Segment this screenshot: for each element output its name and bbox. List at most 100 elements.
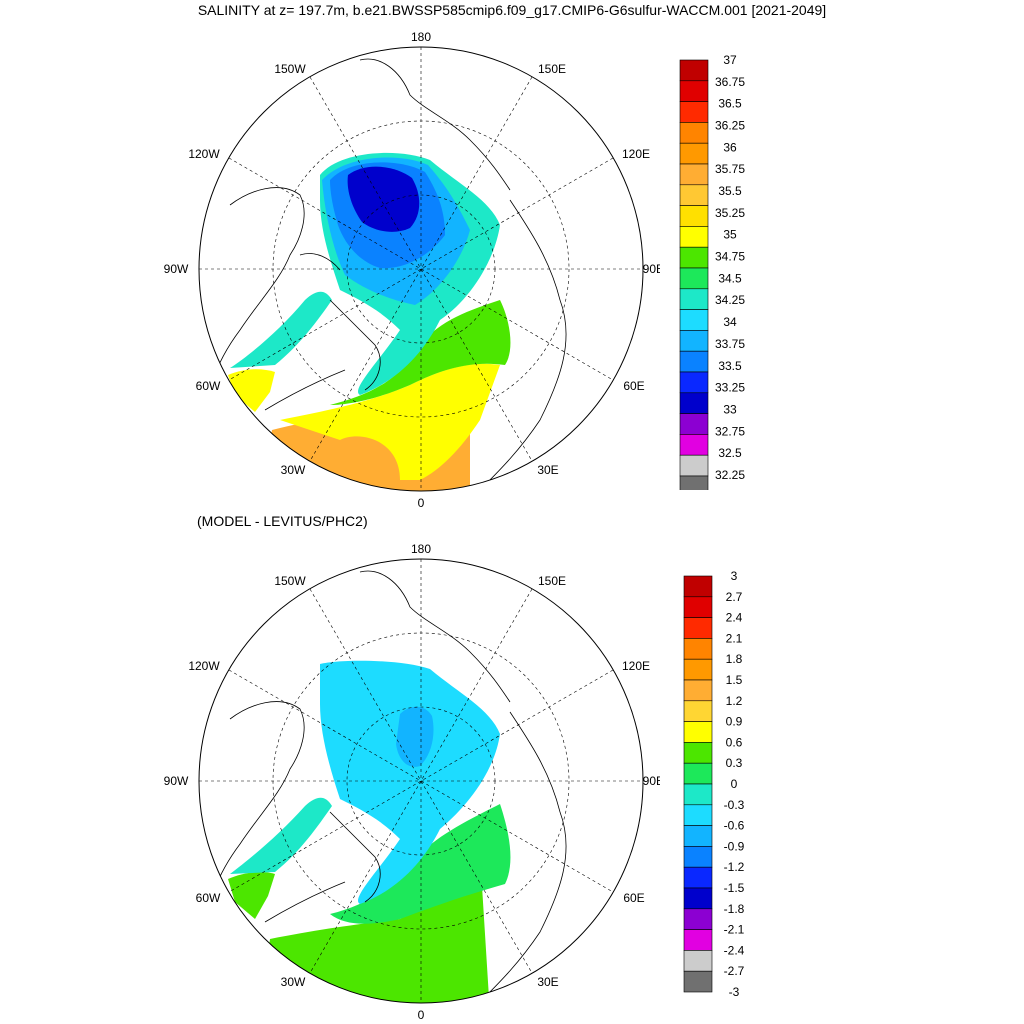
difference-colorbar-swatch bbox=[683, 617, 713, 639]
graticule bbox=[199, 47, 643, 491]
arctic-cyan-region bbox=[320, 660, 500, 904]
difference-colorbar-tick-label: -1.2 bbox=[724, 860, 745, 874]
lon-label-180: 180 bbox=[411, 542, 431, 556]
salinity-colorbar-tick-label: 32.25 bbox=[715, 468, 745, 482]
difference-colorbar-tick-label: -3 bbox=[729, 985, 740, 996]
difference-colorbar-swatch bbox=[683, 575, 713, 598]
salinity-colorbar-tick-label: 35 bbox=[723, 228, 737, 242]
salinity-colorbar-swatch bbox=[679, 350, 709, 373]
lon-label-30w: 30W bbox=[281, 463, 306, 477]
labrador-yellow-region bbox=[228, 369, 275, 412]
lon-label-90w: 90W bbox=[164, 774, 189, 788]
salinity-colorbar-tick-label: 35.25 bbox=[715, 206, 745, 220]
lon-label-120e: 120E bbox=[622, 659, 650, 673]
salinity-colorbar-swatch bbox=[679, 454, 709, 477]
difference-colorbar-tick-label: 2.4 bbox=[726, 611, 743, 625]
difference-colorbar-swatch bbox=[683, 908, 713, 930]
graticule bbox=[199, 559, 643, 1003]
difference-colorbar-tick-label: -2.1 bbox=[724, 923, 745, 937]
salinity-colorbar-tick-label: 35.5 bbox=[718, 184, 742, 198]
lon-label-30e: 30E bbox=[537, 463, 558, 477]
salinity-colorbar-swatch bbox=[679, 288, 709, 310]
lon-label-60e: 60E bbox=[623, 379, 644, 393]
difference-colorbar-tick-label: -0.6 bbox=[724, 819, 745, 833]
salinity-colorbar-tick-label: 34.25 bbox=[715, 293, 745, 307]
difference-colorbar-tick-label: 0.3 bbox=[726, 756, 743, 770]
difference-colorbar-swatch bbox=[683, 929, 713, 951]
salinity-colorbar-tick-label: 35.75 bbox=[715, 162, 745, 176]
salinity-colorbar-tick-label: 33 bbox=[723, 402, 737, 416]
salinity-colorbar-tick-label: 33.75 bbox=[715, 337, 745, 351]
coastlines bbox=[209, 570, 567, 1003]
lon-label-30e: 30E bbox=[537, 975, 558, 989]
difference-colorbar-tick-label: 1.5 bbox=[726, 673, 743, 687]
difference-colorbar-tick-label: 0.9 bbox=[726, 715, 743, 729]
salinity-colorbar-swatch bbox=[679, 184, 709, 206]
difference-colorbar-swatch bbox=[683, 950, 713, 972]
salinity-colorbar-tick-label: 34.5 bbox=[718, 271, 742, 285]
salinity-colorbar-swatch bbox=[679, 267, 709, 290]
lon-label-150e: 150E bbox=[538, 574, 566, 588]
salinity-colorbar-swatch bbox=[679, 371, 709, 394]
lon-label-60w: 60W bbox=[196, 891, 221, 905]
difference-colorbar-tick-label: 3 bbox=[731, 569, 738, 583]
difference-colorbar-swatch bbox=[683, 700, 713, 722]
salinity-colorbar-tick-label: 36 bbox=[723, 140, 737, 154]
difference-colorbar-swatch bbox=[683, 866, 713, 889]
lon-label-150w: 150W bbox=[274, 574, 306, 588]
difference-colorbar-tick-label: -2.4 bbox=[724, 943, 745, 957]
lon-label-0: 0 bbox=[418, 1008, 425, 1022]
difference-colorbar-swatch bbox=[683, 596, 713, 618]
salinity-colorbar-swatch bbox=[679, 226, 709, 248]
salinity-colorbar-tick-label: 37 bbox=[723, 53, 737, 67]
difference-colorbar-tick-label: -2.7 bbox=[724, 964, 745, 978]
salinity-colorbar-swatch bbox=[679, 392, 709, 414]
salinity-colorbar-swatch bbox=[679, 205, 709, 227]
lon-label-90e: 90E bbox=[643, 262, 660, 276]
difference-colorbar-tick-label: -0.3 bbox=[724, 798, 745, 812]
difference-colorbar-swatch bbox=[683, 846, 713, 868]
difference-colorbar-tick-label: -1.8 bbox=[724, 902, 745, 916]
difference-colorbar-swatch bbox=[683, 887, 713, 910]
salinity-colorbar-swatch bbox=[679, 122, 709, 144]
arctic-blue-region bbox=[396, 706, 434, 767]
salinity-colorbar-swatch bbox=[679, 330, 709, 352]
difference-colorbar-swatch bbox=[683, 679, 713, 702]
salinity-colorbar-swatch bbox=[679, 309, 709, 331]
difference-colorbar-tick-label: -1.5 bbox=[724, 881, 745, 895]
difference-colorbar-tick-label: 0.6 bbox=[726, 735, 743, 749]
salinity-colorbar-swatch bbox=[679, 142, 709, 165]
salinity-colorbar-tick-label: 36.25 bbox=[715, 119, 745, 133]
difference-subtitle: (MODEL - LEVITUS/PHC2) bbox=[197, 513, 368, 529]
beaufort-deep-blue-region bbox=[347, 166, 420, 232]
coastlines bbox=[209, 58, 567, 491]
salinity-colorbar-swatch bbox=[679, 59, 709, 82]
difference-colorbar-tick-label: 1.2 bbox=[726, 694, 743, 708]
difference-colorbar-swatch bbox=[683, 825, 713, 847]
lon-label-120w: 120W bbox=[188, 147, 220, 161]
atlantic-lime-region bbox=[260, 854, 490, 1003]
map-boundary-circle bbox=[198, 46, 644, 492]
salinity-colorbar-tick-label: 32.75 bbox=[715, 424, 745, 438]
difference-colorbar-swatch bbox=[683, 742, 713, 764]
atlantic-yellow-region bbox=[280, 363, 500, 480]
baffin-teal-region bbox=[230, 797, 332, 874]
salinity-colorbar-tick-label: 36.5 bbox=[718, 97, 742, 111]
figure-title: SALINITY at z= 197.7m, b.e21.BWSSP585cmi… bbox=[197, 2, 827, 18]
difference-colorbar-swatch bbox=[683, 804, 713, 826]
salinity-colorbar-swatch bbox=[679, 434, 709, 456]
lon-label-180: 180 bbox=[411, 30, 431, 44]
difference-colorbar-tick-label: 2.1 bbox=[726, 631, 743, 645]
nordic-green-region bbox=[330, 804, 511, 924]
lon-label-60w: 60W bbox=[196, 379, 221, 393]
lon-label-60e: 60E bbox=[623, 891, 644, 905]
difference-colorbar-swatch bbox=[683, 638, 713, 660]
difference-colorbar-swatch bbox=[683, 783, 713, 806]
salinity-colorbar-swatch bbox=[679, 101, 709, 123]
salinity-colorbar-tick-label: 36.75 bbox=[715, 75, 745, 89]
salinity-colorbar: 37 36.75 36.5 36.25 36 35.75 35.5 35.25 35 34.75 3… bbox=[679, 53, 745, 490]
salinity-colorbar-swatch bbox=[679, 80, 709, 102]
difference-colorbar-swatch bbox=[683, 762, 713, 785]
difference-polar-map: 180 150E 120E 90E 60E 30E 0 30W 60W 90W … bbox=[164, 542, 660, 1022]
lon-label-150w: 150W bbox=[274, 62, 306, 76]
